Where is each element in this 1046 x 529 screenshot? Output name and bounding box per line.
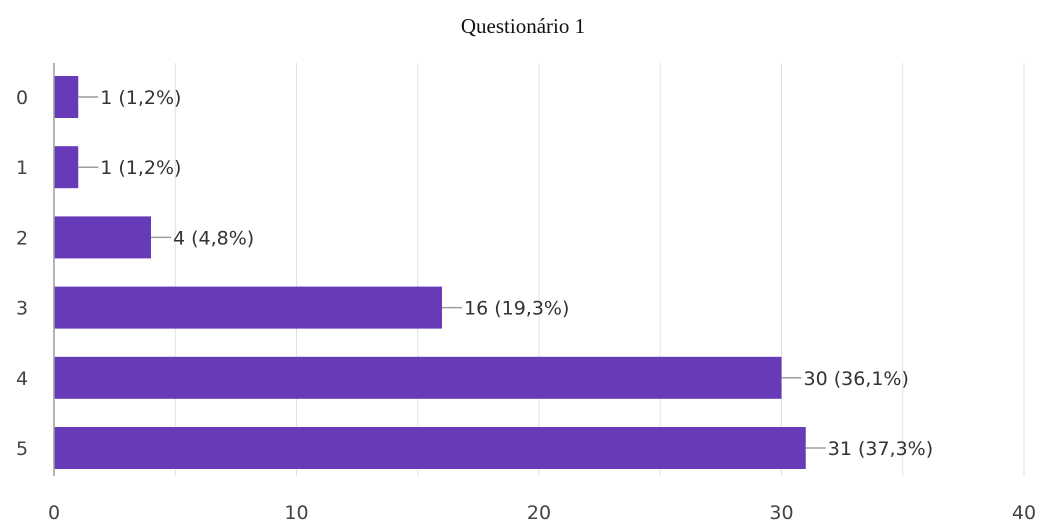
bar [54,286,442,329]
chart-title: Questionário 1 [460,14,586,38]
grid-lines [53,63,1025,476]
data-label: 4 (4,8%) [173,227,254,249]
data-label: 30 (36,1%) [804,368,909,390]
category-label: 4 [16,368,28,390]
x-tick-label: 10 [284,502,308,524]
category-label: 1 [16,157,28,179]
x-tick-label: 0 [48,502,60,524]
data-label: 31 (37,3%) [828,438,933,460]
x-tick-label: 20 [527,502,551,524]
bar [54,146,79,189]
bar [54,76,79,118]
data-label: 1 (1,2%) [100,87,181,109]
bars [54,76,806,469]
category-label: 3 [16,298,28,320]
category-label: 2 [16,227,28,249]
x-tick-label: 30 [769,502,793,524]
x-tick-label: 40 [1012,502,1036,524]
bar [54,216,151,259]
category-label: 0 [16,87,28,109]
bar [54,356,782,399]
labels: 0 10 20 30 40 0 1 (1,2%) 1 1 (1,2%) 2 4 (4,8%) 3 16 … [16,87,1036,524]
data-label: 1 (1,2%) [100,157,181,179]
data-label: 16 (19,3%) [464,298,569,320]
bar [54,427,806,469]
category-label: 5 [16,438,28,460]
